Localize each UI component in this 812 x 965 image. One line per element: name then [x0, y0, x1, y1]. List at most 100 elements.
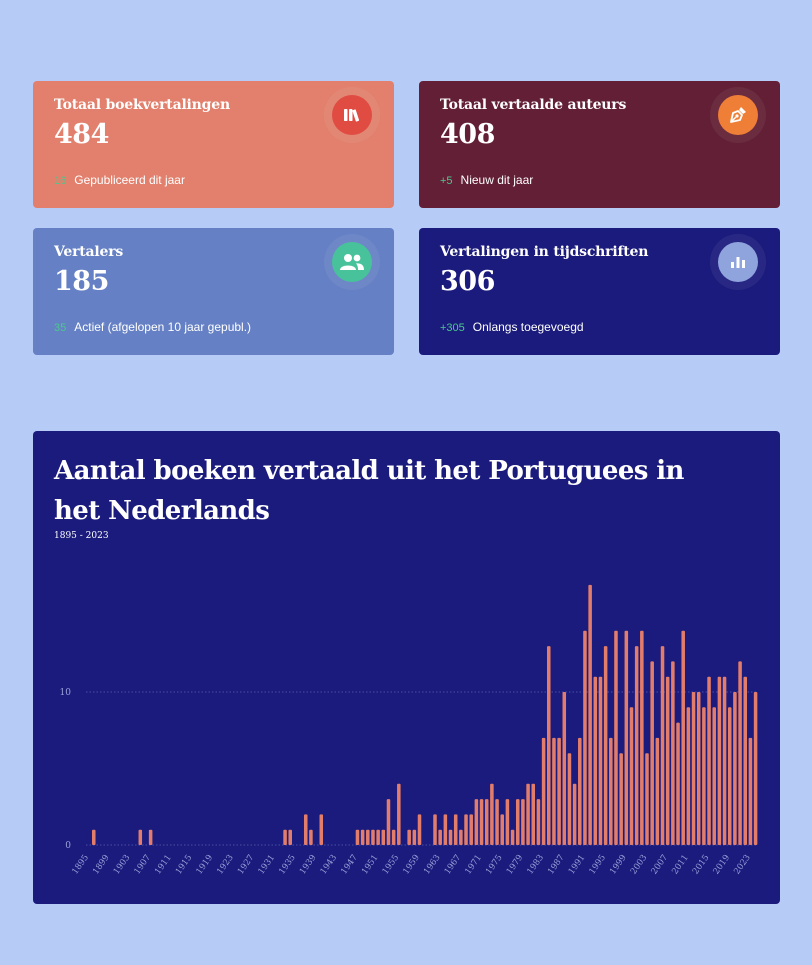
- bar-1972: [484, 799, 489, 845]
- x-tick-label: 2019: [712, 853, 733, 876]
- bar-1997: [614, 630, 618, 845]
- chart-subtitle: 1895 - 2023: [54, 531, 109, 541]
- x-tick-label: 1915: [174, 853, 195, 876]
- bar-2020: [733, 692, 737, 845]
- x-tick-label: 1983: [525, 853, 546, 876]
- bar-2015: [707, 676, 711, 845]
- bar-1979: [521, 799, 525, 845]
- x-tick-label: 1895: [70, 853, 91, 876]
- x-tick-label: 1955: [381, 853, 402, 876]
- bar-1905: [138, 829, 143, 845]
- x-tick-label: 1899: [91, 853, 112, 876]
- bar-1982: [536, 799, 541, 845]
- stat-card-1: Totaal boekvertalingen 484 16 Gepubliceerd …: [33, 81, 394, 208]
- bar-chart-icon: [718, 242, 758, 282]
- bar-2009: [676, 722, 680, 845]
- x-tick-label: 1971: [463, 853, 484, 876]
- bar-2011: [686, 707, 691, 845]
- x-tick-label: 1959: [401, 853, 422, 876]
- x-tick-label: 2003: [629, 853, 650, 876]
- chart-title: Aantal boeken vertaald uit het Portuguee…: [54, 456, 684, 526]
- bar-1940: [319, 814, 324, 845]
- stat-card-2: Totaal vertaalde auteurs 408 +5 Nieuw dit j…: [419, 81, 780, 208]
- bar-1978: [515, 799, 520, 845]
- x-tick-label: 1987: [546, 853, 567, 876]
- stat-card-delta: 16: [54, 175, 67, 187]
- bar-1958: [412, 829, 417, 845]
- bar-1949: [366, 829, 370, 845]
- stat-card-delta: 35: [54, 322, 67, 334]
- users-icon: [332, 242, 372, 282]
- bar-2010: [681, 630, 685, 845]
- x-tick-label: 1911: [153, 853, 174, 876]
- bar-2019: [727, 707, 732, 845]
- bar-1998: [619, 753, 623, 845]
- x-tick-label: 1975: [484, 853, 505, 876]
- bar-2012: [691, 692, 696, 845]
- stat-card-3: Vertalers 185 35 Actief (afgelopen 10 jaar …: [33, 228, 394, 355]
- bar-1986: [557, 737, 561, 845]
- bar-1970: [474, 799, 479, 845]
- bar-1954: [391, 829, 396, 845]
- x-tick-label: 1931: [257, 853, 278, 876]
- bar-1969: [469, 814, 473, 845]
- x-tick-label: 1935: [277, 853, 298, 876]
- bar-1991: [583, 630, 587, 845]
- bar-2000: [629, 707, 634, 845]
- x-tick-label: 2015: [691, 853, 712, 876]
- bar-2024: [753, 692, 758, 845]
- bar-1980: [526, 783, 530, 845]
- bar-2003: [645, 753, 649, 845]
- bar-1957: [407, 829, 411, 845]
- stat-card-subline: +305 Onlangs toegevoegd: [440, 320, 584, 334]
- stat-card-value: 185: [54, 266, 109, 297]
- bar-2014: [702, 707, 706, 845]
- stat-card-4: Vertalingen in tijdschriften 306 +305 Onlan…: [419, 228, 780, 355]
- stat-card-subline: 16 Gepubliceerd dit jaar: [54, 173, 185, 187]
- stat-card-title: Vertalers: [54, 244, 124, 260]
- x-tick-label: 2023: [732, 853, 753, 876]
- stat-card-subline: +5 Nieuw dit jaar: [440, 173, 533, 187]
- bar-1989: [572, 783, 577, 845]
- bar-1988: [567, 753, 572, 845]
- bar-1984: [547, 646, 551, 845]
- bar-1983: [541, 737, 546, 845]
- bar-1994: [598, 676, 603, 845]
- bar-1938: [309, 829, 313, 845]
- bar-1955: [397, 783, 401, 845]
- bar-1993: [593, 676, 598, 845]
- bar-2021: [738, 661, 742, 845]
- bar-1987: [562, 692, 567, 845]
- bar-1953: [386, 799, 391, 845]
- x-tick-label: 1903: [112, 853, 133, 876]
- x-tick-label: 1967: [443, 853, 464, 876]
- bar-1959: [417, 814, 422, 845]
- y-tick-label: 0: [65, 841, 71, 851]
- bar-1992: [588, 584, 592, 845]
- bar-1950: [371, 829, 375, 845]
- bar-1981: [531, 783, 536, 845]
- books-icon: [332, 95, 372, 135]
- bar-1964: [443, 814, 448, 845]
- stat-card-delta: +305: [440, 322, 465, 334]
- bar-1963: [438, 829, 442, 845]
- bar-1933: [283, 829, 287, 845]
- stat-card-subline: 35 Actief (afgelopen 10 jaar gepubl.): [54, 320, 251, 334]
- stat-card-title: Vertalingen in tijdschriften: [440, 244, 649, 260]
- x-tick-label: 1991: [567, 853, 588, 876]
- y-tick-label: 10: [60, 688, 72, 698]
- bar-1996: [609, 737, 613, 845]
- x-tick-label: 1995: [587, 853, 608, 876]
- stat-card-subtext: Nieuw dit jaar: [460, 173, 534, 187]
- bar-2023: [748, 737, 753, 845]
- bar-2004: [650, 661, 654, 845]
- bar-1968: [464, 814, 468, 845]
- bar-1976: [505, 799, 510, 845]
- stat-card-title: Totaal boekvertalingen: [54, 97, 230, 113]
- x-tick-label: 1963: [422, 853, 443, 876]
- bar-2007: [665, 676, 670, 845]
- stat-card-value: 306: [440, 266, 495, 297]
- bar-2008: [671, 661, 675, 845]
- stat-card-title: Totaal vertaalde auteurs: [440, 97, 627, 113]
- bar-1962: [433, 814, 437, 845]
